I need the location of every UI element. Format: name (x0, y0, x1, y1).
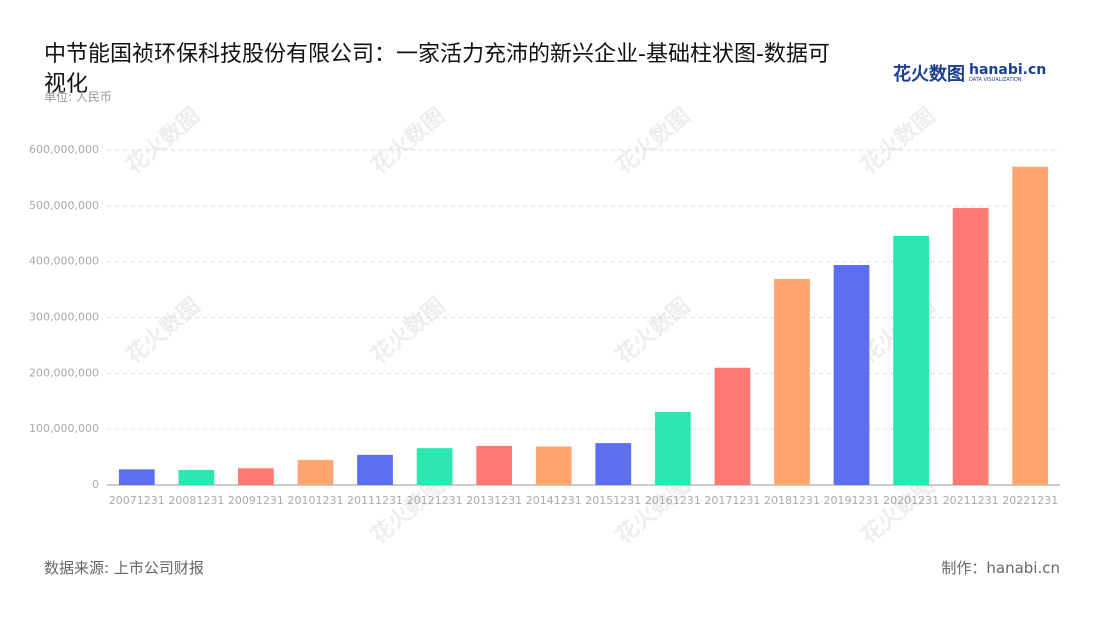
x-tick-label: 20201231 (883, 494, 939, 507)
unit-label: 单位: 人民币 (44, 90, 112, 104)
bar (595, 443, 632, 485)
x-tick-label: 20091231 (228, 494, 284, 507)
x-tick-label: 20181231 (764, 494, 820, 507)
x-tick-label: 20151231 (585, 494, 641, 507)
logo-site: hanabi.cn (969, 62, 1047, 78)
x-tick-label: 20171231 (704, 494, 760, 507)
watermark: 花火数图 (121, 103, 205, 179)
bar (893, 235, 929, 485)
bar (238, 468, 274, 485)
bar (833, 265, 870, 485)
y-tick-label: 300,000,000 (29, 311, 99, 324)
bar (714, 367, 751, 485)
y-tick-label: 0 (92, 478, 99, 491)
watermark: 花火数图 (366, 293, 450, 369)
bar (416, 448, 453, 485)
logo-brand: 花火数图 (893, 64, 965, 85)
x-tick-label: 20191231 (824, 494, 880, 507)
x-tick-label: 20131231 (466, 494, 522, 507)
watermark: 花火数图 (611, 293, 695, 369)
bar (774, 278, 810, 485)
bar (654, 411, 691, 485)
y-tick-label: 600,000,000 (29, 143, 99, 156)
x-tick-label: 20211231 (943, 494, 999, 507)
bar (178, 469, 215, 485)
logo: 花火数图 hanabi.cn DATA VISUALIZATION (893, 60, 1046, 86)
y-tick-label: 100,000,000 (29, 422, 99, 435)
watermark: 花火数图 (611, 103, 695, 179)
bar (1012, 166, 1049, 485)
bar (118, 469, 155, 485)
bar (476, 445, 513, 485)
x-tick-label: 20071231 (109, 494, 165, 507)
logo-text: hanabi.cn DATA VISUALIZATION (969, 63, 1046, 83)
y-tick-label: 400,000,000 (29, 255, 99, 268)
bar (952, 208, 989, 486)
x-tick-label: 20121231 (407, 494, 463, 507)
x-tick-label: 20161231 (645, 494, 701, 507)
bar (535, 446, 572, 485)
watermark: 花火数图 (366, 103, 450, 179)
bar (297, 459, 334, 485)
source-note: 数据来源: 上市公司财报 (44, 559, 204, 577)
watermark: 花火数图 (121, 293, 205, 369)
x-tick-label: 20111231 (347, 494, 403, 507)
logo-tagline: DATA VISUALIZATION (969, 77, 1022, 83)
y-tick-label: 200,000,000 (29, 366, 99, 379)
y-tick-label: 500,000,000 (29, 199, 99, 212)
x-tick-label: 20141231 (526, 494, 582, 507)
x-tick-label: 20221231 (1002, 494, 1058, 507)
x-tick-label: 20101231 (287, 494, 343, 507)
watermark: 花火数图 (856, 103, 940, 179)
credit-note: 制作：hanabi.cn (941, 559, 1060, 577)
x-tick-label: 20081231 (168, 494, 224, 507)
chart-title: 中节能国祯环保科技股份有限公司：一家活力充沛的新兴企业-基础柱状图-数据可视化 (44, 42, 830, 97)
bar (357, 454, 393, 485)
